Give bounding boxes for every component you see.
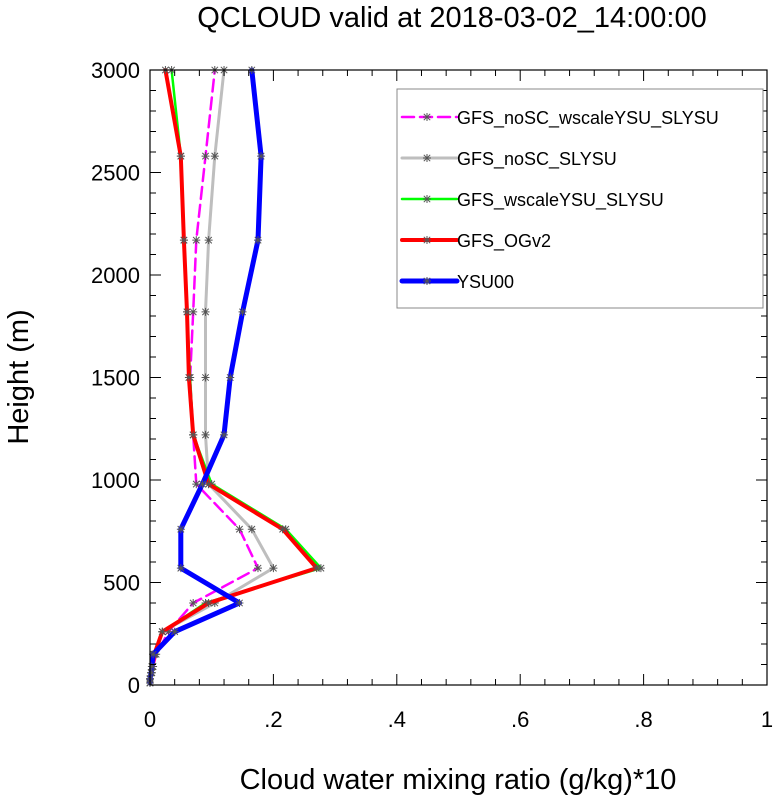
series-gfs-ogv2	[146, 66, 321, 687]
series-point-marker	[189, 430, 198, 439]
legend-label: GFS_noSC_SLYSU	[457, 149, 617, 170]
series-point-marker	[247, 525, 256, 534]
series-point-marker	[235, 599, 244, 607]
series-point-marker	[312, 564, 321, 573]
series-point-marker	[226, 373, 235, 382]
series-point-marker	[170, 627, 179, 636]
series-point-marker	[423, 113, 431, 121]
series-point-marker	[147, 668, 156, 677]
x-axis-label: Cloud water mixing ratio (g/kg)*10	[240, 764, 677, 796]
series-point-marker	[176, 564, 185, 573]
series-point-marker	[204, 480, 213, 489]
y-axis-label: Height (m)	[3, 309, 35, 444]
series-point-marker	[204, 236, 213, 245]
legend-label: GFS_noSC_wscaleYSU_SLYSU	[457, 108, 719, 129]
y-tick-label: 0	[128, 673, 140, 698]
series-point-marker	[179, 236, 188, 245]
series-layer	[146, 66, 325, 687]
legend-item: GFS_noSC_SLYSU	[400, 149, 617, 170]
series-point-marker	[176, 525, 185, 534]
legend-label: YSU00	[457, 272, 514, 292]
series-point-marker	[316, 564, 325, 573]
x-tick-label: 1	[761, 707, 773, 732]
series-point-marker	[158, 627, 167, 636]
y-tick-label: 1000	[91, 468, 140, 493]
x-tick-label: .6	[511, 707, 529, 732]
series-point-marker	[257, 152, 266, 161]
series-point-marker	[201, 430, 210, 439]
series-line	[148, 68, 260, 685]
series-point-marker	[423, 154, 431, 162]
series-point-marker	[189, 599, 198, 607]
series-line	[148, 68, 275, 685]
series-point-marker	[176, 152, 185, 161]
chart-title: QCLOUD valid at 2018-03-02_14:00:00	[197, 2, 706, 34]
series-point-marker	[147, 662, 156, 671]
series-point-marker	[164, 627, 173, 636]
series-point-marker	[183, 307, 192, 316]
x-tick-label: .4	[388, 707, 406, 732]
series-point-marker	[201, 373, 210, 382]
series-point-marker	[238, 307, 247, 316]
x-tick-label: .2	[264, 707, 282, 732]
x-tick-label: 0	[144, 707, 156, 732]
series-point-marker	[149, 650, 158, 659]
y-tick-label: 2000	[91, 263, 140, 288]
series-point-marker	[235, 525, 244, 534]
x-tick-label: .8	[634, 707, 652, 732]
series-point-marker	[253, 564, 262, 573]
series-point-marker	[204, 599, 213, 607]
series-point-marker	[192, 480, 201, 489]
series-point-marker	[189, 307, 198, 316]
series-point-marker	[192, 236, 201, 245]
legend-item: GFS_noSC_wscaleYSU_SLYSU	[400, 108, 719, 129]
series-point-marker	[423, 277, 431, 285]
series-point-marker	[201, 152, 210, 161]
series-point-marker	[278, 525, 287, 534]
y-tick-label: 3000	[91, 58, 140, 83]
series-point-marker	[423, 236, 431, 244]
series-point-marker	[423, 195, 431, 203]
series-point-marker	[269, 564, 278, 573]
y-tick-label: 500	[103, 571, 140, 596]
legend-item: GFS_wscaleYSU_SLYSU	[400, 190, 664, 211]
series-point-marker	[220, 430, 229, 439]
axes-layer: 0 .2 .4 .6 .8 1 0 500 1000 1500 2000 2500 3000	[91, 58, 773, 732]
legend: GFS_noSC_wscaleYSU_SLYSU GFS_noSC_SLYSU GF…	[396, 88, 764, 309]
y-tick-label: 1500	[91, 366, 140, 391]
legend-item: YSU00	[399, 272, 514, 292]
series-point-marker	[201, 307, 210, 316]
legend-label: GFS_wscaleYSU_SLYSU	[457, 190, 664, 211]
series-point-marker	[198, 480, 207, 489]
series-point-marker	[253, 236, 262, 245]
series-point-marker	[184, 373, 193, 382]
legend-label: GFS_OGv2	[457, 231, 551, 252]
series-point-marker	[210, 152, 219, 161]
y-tick-label: 2500	[91, 161, 140, 186]
legend-item: GFS_OGv2	[400, 231, 551, 252]
